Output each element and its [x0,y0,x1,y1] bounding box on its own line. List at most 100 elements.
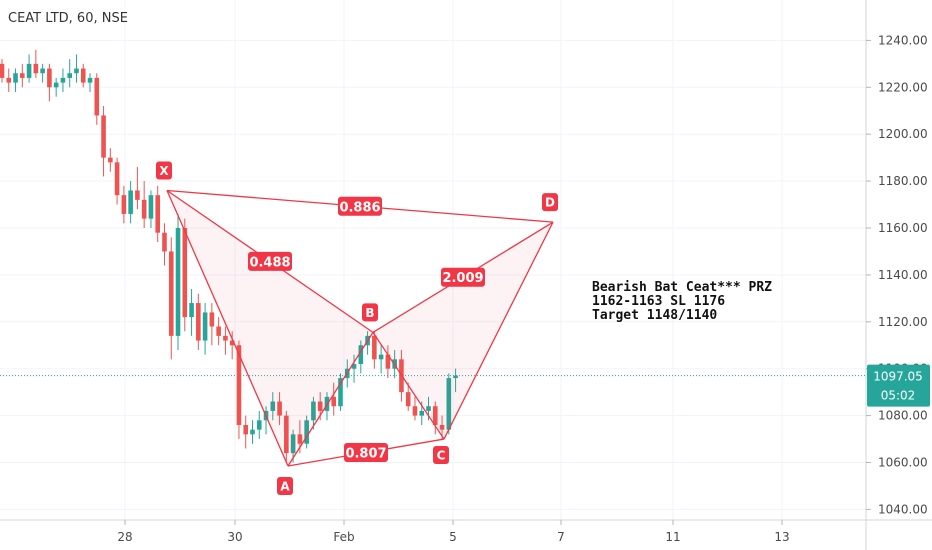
pattern-point-b[interactable]: B [362,303,378,322]
candle[interactable] [121,185,127,224]
candle[interactable] [175,213,181,350]
candle[interactable] [67,59,72,88]
harmonic-pattern-drawing[interactable]: 0.488 0.807 2.009 0.886 X A B C D [156,161,558,496]
candle[interactable] [453,368,458,393]
candle[interactable] [250,420,255,444]
price-tick-label: 1160.00 [878,221,928,235]
candle[interactable] [243,415,249,449]
candle[interactable] [74,54,79,83]
candle[interactable] [53,77,59,97]
candle-body [155,195,161,233]
candle[interactable] [209,303,215,346]
candle[interactable] [277,392,282,425]
candle[interactable] [20,63,25,88]
candle[interactable] [351,354,357,383]
candle[interactable] [26,54,32,83]
time-tick-label: Feb [333,530,354,544]
candle[interactable] [94,73,100,125]
candle[interactable] [155,185,161,243]
candle[interactable] [229,331,235,360]
candle-body [135,190,140,200]
point-label-bg [277,477,293,496]
pattern-point-c[interactable]: C [433,446,449,465]
candle[interactable] [135,167,140,210]
candle[interactable] [216,317,221,346]
candle-body [53,82,59,88]
pattern-point-d[interactable]: D [542,193,558,212]
candle-body [250,429,255,435]
candle[interactable] [189,288,194,336]
candle[interactable] [40,63,45,83]
candle[interactable] [236,340,242,440]
candle[interactable] [311,396,316,430]
point-label-bg [156,161,172,180]
point-label-text: C [437,449,446,463]
candle[interactable] [412,396,418,421]
candle[interactable] [331,382,337,416]
candle-body [297,434,303,444]
candle[interactable] [6,68,12,92]
candle[interactable] [47,63,52,102]
ratio-label[interactable]: 2.009 [441,267,485,287]
candle[interactable] [182,218,188,332]
pattern-fill [373,222,553,440]
candle-body [243,424,249,435]
ratio-label[interactable]: 0.807 [344,443,388,463]
ratio-label-bg [344,443,388,463]
candle[interactable] [148,190,154,228]
candle[interactable] [223,326,228,355]
candle-body [67,73,72,78]
candle-body [372,335,377,360]
candle[interactable] [168,237,174,360]
price-tick-label: 1140.00 [878,268,928,282]
candle[interactable] [304,415,309,449]
candle[interactable] [80,63,86,88]
candle[interactable] [270,392,276,421]
candle-body [101,115,106,158]
candle[interactable] [372,331,377,369]
candle-body [80,68,86,83]
candle[interactable] [256,410,262,440]
candle[interactable] [405,382,411,411]
candle[interactable] [0,59,5,83]
candle[interactable] [13,68,18,92]
price-badge: 1097.05 05:02 [867,364,930,407]
pattern-point-a[interactable]: A [277,477,293,496]
pattern-point-x[interactable]: X [156,161,172,180]
candle[interactable] [338,373,343,411]
annotation-note[interactable]: Bearish Bat Ceat*** PRZ 1162-1163 SL 117… [592,280,772,323]
candle[interactable] [432,401,438,435]
candle[interactable] [33,49,39,78]
candle[interactable] [202,303,208,355]
point-label-text: A [280,480,290,494]
candle[interactable] [101,106,106,177]
candle[interactable] [385,345,391,379]
candle[interactable] [87,73,93,92]
pattern-leg-ab[interactable] [287,332,374,467]
candle-body [209,312,215,327]
candle[interactable] [358,340,364,374]
candle-body [108,157,113,163]
pattern-leg-bc[interactable] [372,331,445,440]
candle[interactable] [284,410,289,463]
candle[interactable] [378,345,384,374]
candle[interactable] [196,293,201,350]
candle-body [60,77,66,83]
candle[interactable] [128,181,133,224]
candle-body [311,401,316,421]
pattern-leg-cd[interactable] [443,221,554,440]
candle[interactable] [114,157,120,205]
candle[interactable] [446,373,452,435]
candle[interactable] [108,148,113,172]
ratio-label[interactable]: 0.886 [338,196,382,216]
candle[interactable] [141,181,147,228]
time-axis-labels[interactable]: 28 30 Feb 5 7 11 13 [117,520,790,544]
point-label-text: D [545,196,555,210]
candle[interactable] [162,223,167,266]
pattern-leg-xa[interactable] [166,190,289,467]
candle[interactable] [60,68,66,92]
ratio-label[interactable]: 0.488 [248,251,292,271]
price-tick-label: 1220.00 [878,80,928,94]
